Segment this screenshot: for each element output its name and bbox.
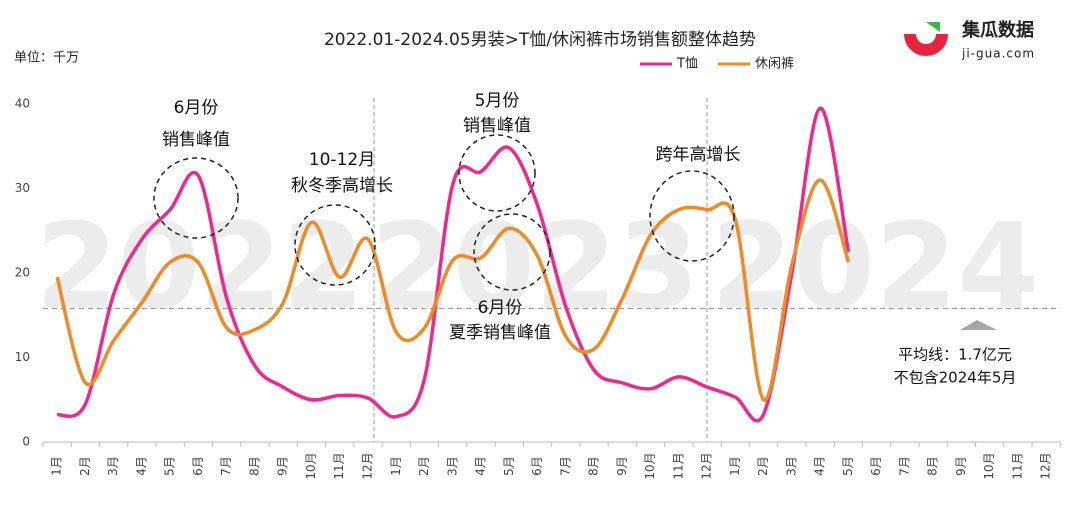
highlight-circle [649,170,735,262]
annotation: 销售峰值 [463,116,531,136]
pointer-triangle [960,320,997,330]
legend-label: 休闲裤 [755,57,794,72]
logo: 集瓜数据 ji-gua.com [904,19,1035,61]
x-tick-label: 8月 [247,456,261,476]
x-tick-label: 3月 [106,456,120,476]
x-tick-label: 3月 [445,456,459,476]
x-tick-label: 6月 [191,456,205,476]
x-tick-label: 2月 [756,456,770,476]
series-line [56,106,851,423]
x-tick-label: 7月 [219,456,233,476]
annotation: 秋冬季高增长 [291,176,393,196]
x-tick-label: 10月 [643,452,657,479]
series-line [55,178,851,402]
y-axis-label: 单位：千万 [14,51,79,66]
x-tick-label: 6月 [869,456,883,476]
x-tick-label: 12月 [360,452,374,479]
x-tick-label: 2月 [417,456,431,476]
year-watermark: 2024 [711,197,1039,335]
annotation: 不包含2024年5月 [894,369,1017,387]
annotation: 夏季销售峰值 [449,323,551,343]
annotation: 跨年高增长 [656,145,741,165]
x-tick-label: 10月 [304,452,318,479]
x-tick-label: 5月 [502,456,516,476]
y-tick-label: 20 [15,266,30,280]
y-tick-label: 40 [15,97,30,111]
annotation: 6月份 [478,298,523,318]
x-tick-label: 4月 [474,456,488,476]
brand-url: ji-gua.com [961,47,1035,61]
x-tick-label: 4月 [813,456,827,476]
x-tick-label: 8月 [587,456,601,476]
x-tick-label: 4月 [134,456,148,476]
x-tick-label: 7月 [897,456,911,476]
highlight-circle [153,157,239,239]
x-tick-label: 5月 [163,456,177,476]
x-tick-label: 1月 [728,456,742,476]
x-tick-label: 7月 [558,456,572,476]
annotation: 平均线：1.7亿元 [898,346,1012,364]
x-tick-label: 5月 [841,456,855,476]
y-tick-label: 10 [15,350,30,364]
highlight-circle [294,204,376,286]
x-tick-label: 9月 [615,456,629,476]
x-tick-label: 1月 [389,456,403,476]
x-tick-label: 3月 [784,456,798,476]
x-tick-label: 12月 [700,452,714,479]
x-tick-label: 9月 [954,456,968,476]
x-tick-label: 10月 [982,452,996,479]
brand-name: 集瓜数据 [961,19,1034,41]
x-tick-label: 1月 [50,456,64,476]
x-tick-label: 2月 [78,456,92,476]
x-tick-label: 12月 [1039,452,1053,479]
x-tick-label: 6月 [530,456,544,476]
year-watermark: 2023 [371,197,699,335]
chart-title: 2022.01-2024.05男装>T恤/休闲裤市场销售额整体趋势 [324,30,756,50]
x-tick-label: 11月 [332,452,346,479]
y-tick-label: 0 [22,435,30,449]
annotation: 5月份 [475,91,520,111]
y-tick-label: 30 [15,181,30,195]
x-tick-label: 8月 [926,456,940,476]
logo-icon [904,34,948,56]
x-tick-label: 11月 [671,452,685,479]
x-tick-label: 9月 [276,456,290,476]
highlight-circle [473,213,551,291]
highlight-circle [458,134,536,212]
annotation: 销售峰值 [162,130,230,150]
legend-label: T恤 [676,57,698,72]
annotation: 10-12月 [309,150,375,170]
x-tick-label: 11月 [1010,452,1024,479]
logo-icon [926,22,940,32]
annotation: 6月份 [174,98,219,118]
